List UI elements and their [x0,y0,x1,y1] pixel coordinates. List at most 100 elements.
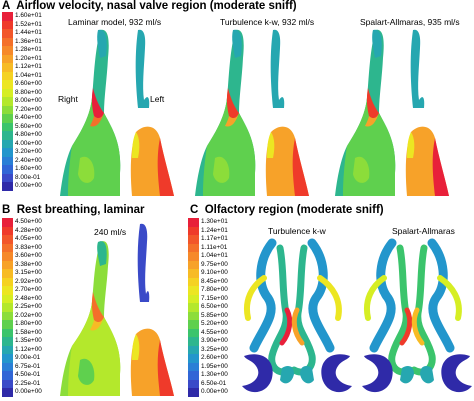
nasal-valve-laminar-plot [60,29,174,197]
colorbar-swatch [2,20,13,29]
colorbar-swatch [188,252,199,261]
colorbar-tick-label: 1.30e+01 [201,218,228,225]
colorbar-b-row: 4.50e-01 [2,371,42,380]
olfactory-label-turbulence: Turbulence k-w [268,226,326,236]
colorbar-tick-label: 1.95e+00 [201,362,228,370]
colorbar-swatch [188,226,199,235]
panel-a-title: A Airflow velocity, nasal valve region (… [2,0,297,12]
colorbar-c-row: 6.50e+00 [188,303,228,312]
colorbar-b-row: 0.00e+00 [2,388,42,397]
colorbar-tick-label: 6.40e+00 [15,114,42,121]
colorbar-swatch [2,97,13,106]
colorbar-b-row: 1.12e+00 [2,345,42,354]
colorbar-tick-label: 5.60e+00 [15,122,42,130]
colorbar-a-row: 1.20e+01 [2,54,42,63]
colorbar-a-row: 1.44e+01 [2,29,42,38]
colorbar-b-row: 4.28e+00 [2,226,42,235]
colorbar-tick-label: 2.60e+00 [201,354,228,361]
colorbar-c-row: 1.04e+01 [188,252,228,261]
colorbar-tick-label: 2.25e+00 [15,303,42,310]
colorbar-swatch [2,320,13,329]
colorbar-a-row: 6.40e+00 [2,114,42,123]
colorbar-swatch [2,29,13,38]
colorbar-swatch [2,80,13,89]
colorbar-a: 1.60e+01 1.52e+01 1.44e+01 1.36e+01 1.28e+01… [2,12,42,191]
colorbar-tick-label: 3.90e+00 [201,337,228,344]
colorbar-b-row: 2.70e+00 [2,286,42,295]
colorbar-swatch [188,243,199,252]
colorbar-swatch [2,148,13,157]
colorbar-swatch [188,218,199,227]
colorbar-swatch [188,371,199,380]
colorbar-tick-label: 1.20e+01 [15,54,42,62]
colorbar-tick-label: 3.25e+00 [201,345,228,353]
colorbar-tick-label: 7.80e+00 [201,286,228,293]
colorbar-tick-label: 2.92e+00 [15,277,42,285]
colorbar-tick-label: 6.75e-01 [15,362,41,370]
colorbar-tick-label: 4.55e+00 [201,328,228,336]
colorbar-c: 1.30e+01 1.24e+01 1.17e+01 1.11e+01 1.04e+01… [188,218,228,397]
colorbar-c-row: 5.85e+00 [188,311,228,320]
colorbar-a-row: 8.00e+00 [2,97,42,106]
colorbar-swatch [188,354,199,363]
colorbar-tick-label: 7.15e+00 [201,294,228,302]
olfactory-turbulence-plot [242,238,352,393]
colorbar-tick-label: 9.00e-01 [15,354,41,361]
colorbar-swatch [188,379,199,388]
colorbar-swatch [2,63,13,72]
colorbar-swatch [2,311,13,320]
colorbar-b: 4.50e+00 4.28e+00 4.05e+00 3.83e+00 3.60e+00… [2,218,42,397]
colorbar-swatch [188,277,199,286]
colorbar-swatch [188,345,199,354]
colorbar-swatch [2,379,13,388]
nasal-valve-spalart-plot [335,29,449,197]
colorbar-b-row: 1.80e+00 [2,320,42,329]
colorbar-c-row: 2.60e+00 [188,354,228,363]
colorbar-c-row: 1.95e+00 [188,362,228,371]
colorbar-b-row: 2.02e+00 [2,311,42,320]
colorbar-tick-label: 8.45e+00 [201,277,228,285]
colorbar-tick-label: 2.25e-01 [15,379,41,387]
colorbar-tick-label: 1.30e+00 [201,371,228,378]
colorbar-tick-label: 2.48e+00 [15,294,42,302]
colorbar-swatch [2,388,13,397]
colorbar-tick-label: 1.60e+00 [15,165,42,172]
colorbar-c-row: 1.24e+01 [188,226,228,235]
colorbar-c-row: 6.50e-01 [188,379,228,388]
colorbar-tick-label: 1.24e+01 [201,226,228,234]
panel-a-heading: Airflow velocity, nasal valve region (mo… [16,0,297,12]
colorbar-swatch [2,182,13,191]
colorbar-a-row: 1.12e+01 [2,63,42,72]
colorbar-c-row: 9.75e+00 [188,260,228,269]
colorbar-tick-label: 1.58e+00 [15,328,42,336]
colorbar-tick-label: 2.70e+00 [15,286,42,293]
colorbar-tick-label: 5.20e+00 [201,320,228,327]
colorbar-a-row: 1.60e+01 [2,12,42,21]
colorbar-swatch [2,277,13,286]
colorbar-c-row: 1.17e+01 [188,235,228,244]
colorbar-a-row: 1.36e+01 [2,37,42,46]
panel-b-heading: Rest breathing, laminar [16,204,145,216]
colorbar-swatch [188,294,199,303]
colorbar-swatch [188,311,199,320]
colorbar-b-row: 6.75e-01 [2,362,42,371]
colorbar-tick-label: 2.02e+00 [15,311,42,319]
colorbar-a-row: 7.20e+00 [2,105,42,114]
colorbar-swatch [2,260,13,269]
colorbar-c-row: 0.00e+00 [188,388,228,397]
colorbar-b-row: 9.00e-01 [2,354,42,363]
right-side-label: Right [58,94,78,104]
colorbar-swatch [2,165,13,174]
colorbar-swatch [2,218,13,227]
colorbar-tick-label: 9.10e+00 [201,269,228,276]
colorbar-tick-label: 5.85e+00 [201,311,228,319]
panel-c-heading: Olfactory region (moderate sniff) [204,204,384,216]
colorbar-a-row: 1.28e+01 [2,46,42,55]
colorbar-swatch [2,226,13,235]
colorbar-b-row: 3.38e+00 [2,260,42,269]
colorbar-swatch [2,46,13,55]
colorbar-tick-label: 1.28e+01 [15,46,42,53]
colorbar-c-row: 1.30e+00 [188,371,228,380]
colorbar-b-row: 2.48e+00 [2,294,42,303]
colorbar-c-row: 3.90e+00 [188,337,228,346]
